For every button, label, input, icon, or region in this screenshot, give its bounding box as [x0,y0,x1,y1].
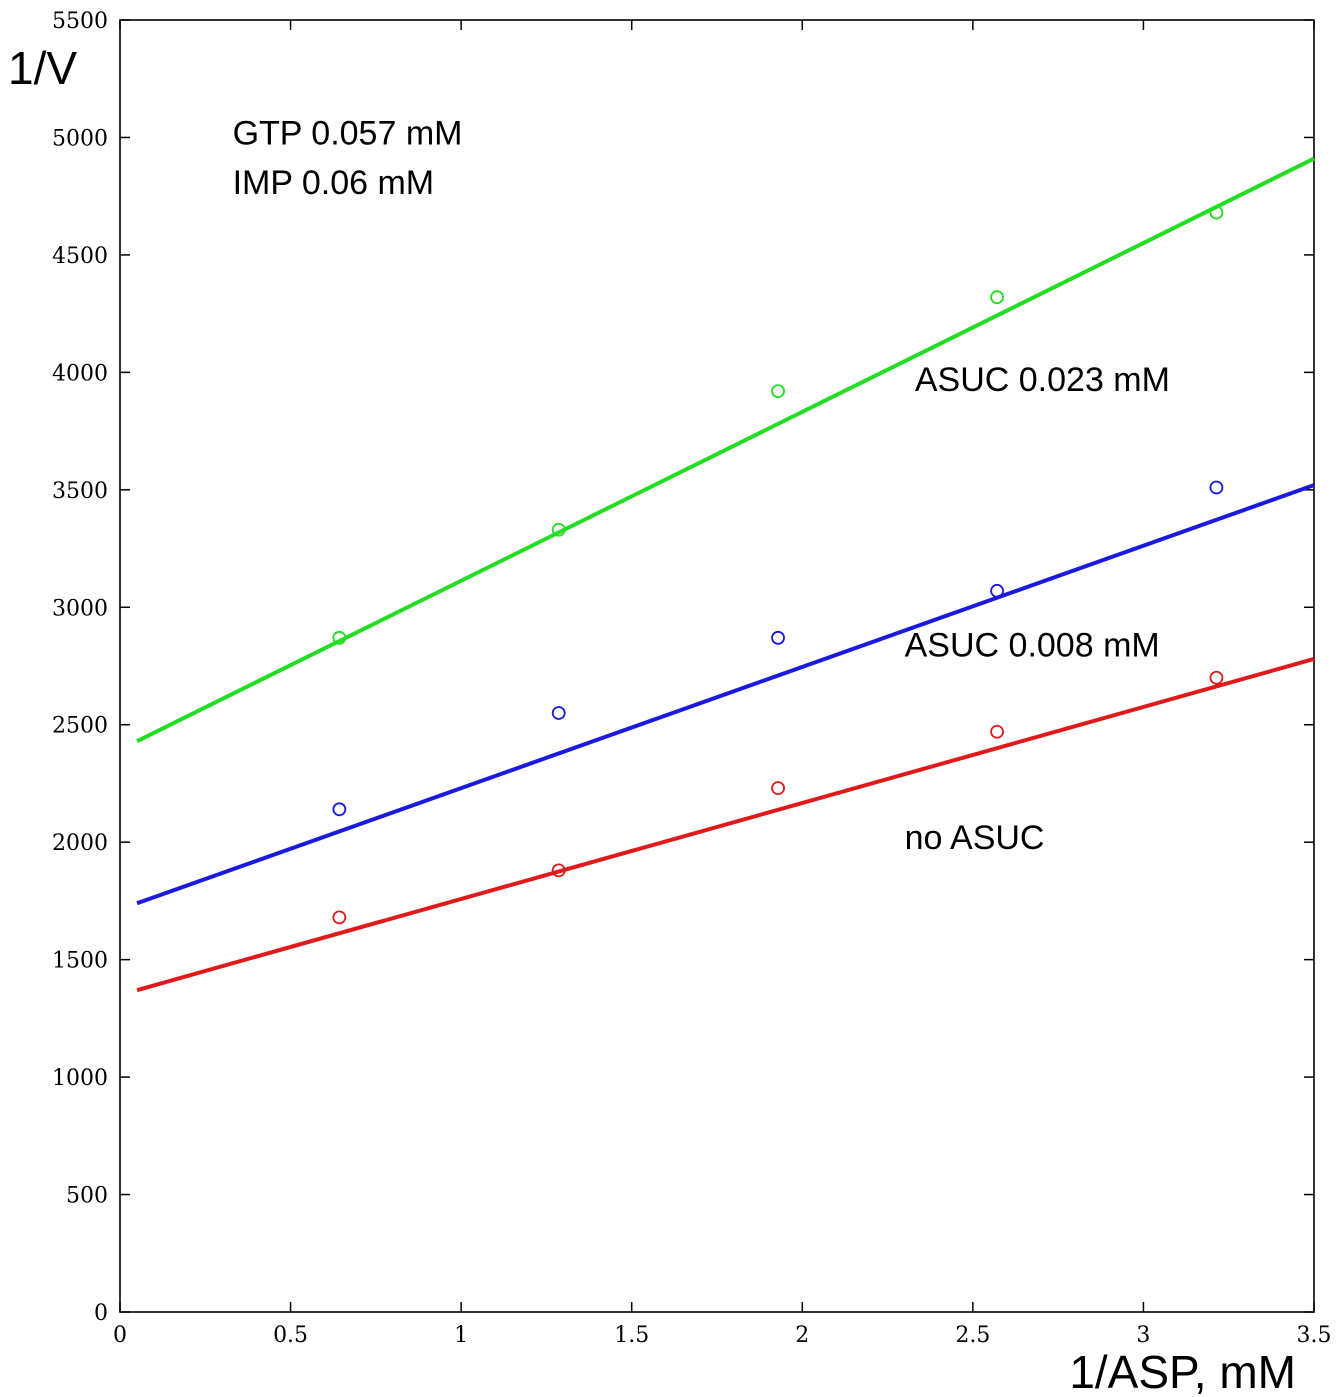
y-tick-label: 2500 [52,714,108,739]
annotation: IMP 0.06 mM [233,164,435,202]
data-point [332,802,347,817]
data-point [551,863,566,878]
x-tick-label: 3.5 [1297,1323,1332,1348]
data-point [990,583,1004,598]
x-tick-label: 3 [1136,1323,1150,1348]
x-axis-title: 1/ASP, mM [1069,1346,1296,1397]
data-point [1209,205,1224,220]
y-tick-label: 0 [94,1301,108,1326]
annotation: GTP 0.057 mM [233,115,463,153]
data-point [1209,670,1224,685]
annotation: no ASUC [905,819,1045,857]
annotation: ASUC 0.008 mM [905,627,1160,665]
data-point [990,290,1004,305]
annotations: GTP 0.057 mM IMP 0.06 mM ASUC 0.023 mM ASUC… [233,115,1170,858]
y-tick-label: 3000 [52,596,108,621]
data-point [771,384,785,399]
labels: 1/V 1/ASP, mM [8,42,1296,1397]
y-tick-label: 5000 [52,126,108,151]
x-tick-label: 2 [795,1323,809,1348]
y-tick-label: 4000 [52,361,108,386]
axes: 0 0.5 1 1.5 2 2.5 3 3.5 0 500 1000 1500 2000 2500 3000… [52,9,1332,1348]
fit-lines [136,156,1315,993]
y-tick-label: 5500 [52,9,108,34]
data-point [990,724,1004,739]
data-point [771,781,785,796]
fit-line [136,483,1315,906]
plot-frame [119,19,1315,1313]
data-points [332,205,1224,925]
y-tick-label: 1500 [52,949,108,974]
annotation: ASUC 0.023 mM [915,361,1170,399]
data-point [551,706,566,720]
data-point [332,630,347,645]
y-tick-label: 500 [66,1184,108,1209]
x-tick-label: 1 [454,1323,468,1348]
x-tick-label: 2.5 [955,1323,990,1348]
data-point [1209,480,1224,495]
data-point [332,910,347,925]
x-tick-label: 1.5 [614,1323,649,1348]
y-tick-label: 3500 [52,479,108,504]
x-tick-label: 0 [113,1323,127,1348]
y-tick-label: 2000 [52,831,108,856]
data-point [551,522,566,537]
y-tick-label: 1000 [52,1066,108,1091]
y-axis-title: 1/V [8,42,77,94]
y-tick-label: 4500 [52,244,108,269]
data-point [771,630,785,645]
x-tick-label: 0.5 [273,1323,308,1348]
fit-line [136,156,1315,743]
fit-line [136,657,1315,993]
